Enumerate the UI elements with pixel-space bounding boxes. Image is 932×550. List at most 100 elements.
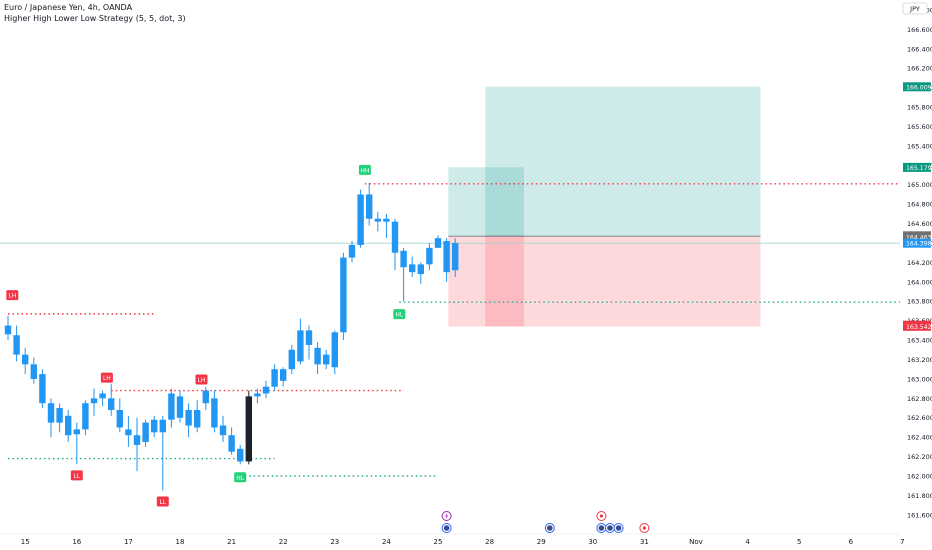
candle-body: [56, 408, 63, 423]
candle-body: [400, 250, 407, 268]
candle-body: [30, 364, 37, 379]
price-tag: [903, 82, 931, 92]
candle-body: [65, 415, 72, 436]
price-tag: [903, 232, 931, 242]
time-tick-label: 6: [849, 538, 854, 546]
candle-body: [125, 429, 132, 436]
candle-body: [202, 390, 209, 404]
candle-body: [409, 264, 416, 273]
candle-body: [254, 393, 261, 397]
candle-body: [194, 409, 201, 428]
time-tick-label: 17: [124, 538, 133, 546]
price-tick-label: 162.000: [907, 472, 932, 480]
candle-body: [237, 448, 244, 462]
time-tick-label: 7: [900, 538, 904, 546]
time-tick-label: 23: [330, 538, 339, 546]
pivot-label-text: LH: [8, 293, 16, 300]
candle-body: [116, 409, 123, 428]
price-tick-label: 164.000: [907, 278, 932, 286]
candle-body: [366, 194, 373, 219]
price-tick-label: 162.200: [907, 453, 932, 461]
price-tick-label: 163.400: [907, 337, 932, 345]
pivot-label-text: LH: [103, 375, 111, 382]
event-dot-icon: [642, 526, 647, 530]
time-tick-label: 15: [21, 538, 30, 546]
price-tick-label: 162.800: [907, 395, 932, 403]
candle-body: [340, 257, 347, 333]
pivot-label-box: [358, 164, 371, 175]
candle-body: [82, 403, 89, 430]
candle-body: [262, 386, 270, 394]
price-tag-text: 166.009: [906, 84, 932, 91]
time-tick-label: 28: [485, 538, 494, 546]
price-tick-label: 165.400: [907, 142, 932, 150]
time-tick-label: 31: [640, 538, 649, 546]
candle-body: [168, 393, 175, 420]
pivot-label-text: LL: [159, 499, 166, 506]
price-tick-label: 166.400: [907, 45, 932, 53]
candle-body: [331, 332, 338, 368]
candle-body: [271, 369, 278, 387]
position-loss-zone[interactable]: [448, 236, 524, 327]
candle-body: [391, 221, 399, 253]
candle-body: [434, 238, 442, 248]
time-tick-label: 16: [72, 538, 81, 546]
indicator-legend[interactable]: Higher High Lower Low Strategy (5, 5, do…: [4, 14, 186, 23]
position-profit-zone[interactable]: [448, 167, 524, 237]
pivot-label-text: LL: [73, 473, 80, 480]
time-tick-label: 29: [537, 538, 546, 546]
currency-button[interactable]: [902, 2, 928, 15]
pivot-label-text: HH: [360, 167, 369, 174]
candle-body: [426, 247, 433, 265]
price-axis[interactable]: [900, 0, 932, 550]
flag-dot-icon: [607, 525, 613, 531]
position-profit-zone[interactable]: [485, 86, 761, 237]
price-tick-label: 165.000: [907, 181, 932, 189]
candle-body: [176, 396, 184, 418]
candle-body: [4, 325, 12, 335]
candle-body: [211, 398, 218, 428]
candle-body: [374, 218, 381, 222]
price-tick-label: 166.600: [907, 26, 932, 34]
price-tag-text: 164.463: [906, 234, 932, 241]
price-tick-label: 163.000: [907, 375, 932, 383]
candle-body: [443, 241, 450, 273]
price-tick-label: 164.600: [907, 220, 932, 228]
candle-body: [383, 218, 390, 222]
price-tick-label: 161.800: [907, 492, 932, 500]
price-tag-text: 164.398: [906, 241, 932, 248]
price-tick-label: 164.200: [907, 259, 932, 267]
pivot-label-box: [6, 290, 19, 301]
price-tag: [903, 321, 931, 331]
price-tick-label: 165.800: [907, 104, 932, 112]
pivot-label-box: [156, 496, 169, 507]
time-tick-label: 25: [434, 538, 443, 546]
pivot-label-box: [234, 472, 247, 483]
price-tick-label: 163.200: [907, 356, 932, 364]
candle-body: [245, 396, 252, 462]
candle-body: [159, 419, 166, 433]
candle-body: [22, 354, 29, 365]
candle-body: [185, 409, 192, 426]
candle-body: [305, 330, 313, 345]
candle-body: [151, 419, 158, 433]
time-tick-label: 30: [588, 538, 597, 546]
pivot-label-text: LH: [198, 377, 206, 384]
event-dot-icon: [599, 514, 604, 518]
flag-dot-icon: [615, 525, 622, 531]
position-loss-zone[interactable]: [485, 236, 761, 327]
price-tick-label: 162.400: [907, 434, 932, 442]
candle-body: [297, 330, 304, 362]
candle-body: [39, 374, 46, 404]
price-tag: [903, 238, 931, 248]
candle-body: [99, 393, 106, 399]
pivot-label-text: HL: [395, 312, 404, 319]
candle-body: [323, 354, 330, 365]
candle-body: [452, 242, 459, 271]
candle-body: [314, 347, 321, 365]
candle-body: [288, 349, 295, 370]
lightning-icon: [445, 513, 449, 519]
price-tick-label: 166.200: [907, 65, 932, 73]
